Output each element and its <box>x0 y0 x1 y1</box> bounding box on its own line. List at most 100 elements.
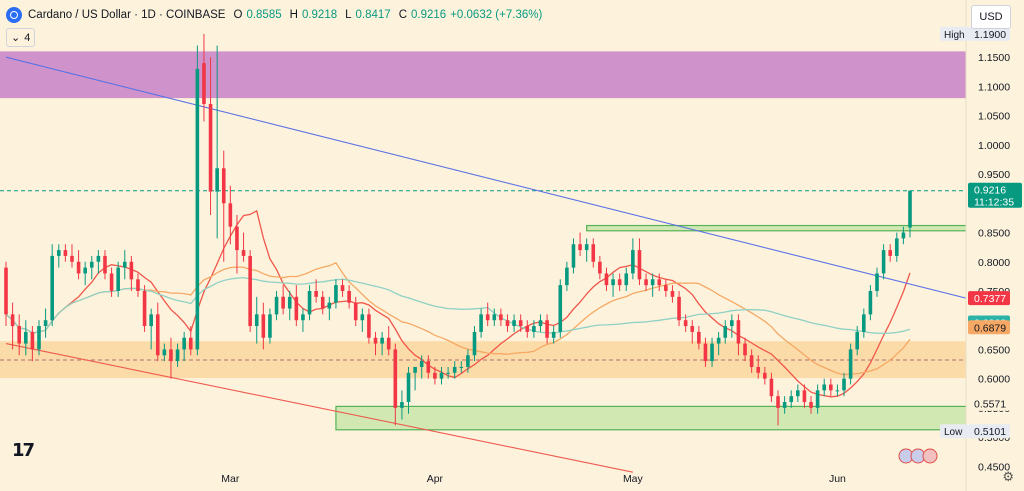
candle-body <box>505 320 510 327</box>
candle-body <box>393 349 398 408</box>
x-tick-label: Apr <box>427 473 444 485</box>
zone-green-box-top <box>586 224 1024 232</box>
candle-body <box>334 285 338 303</box>
indicator-count: 4 <box>24 31 31 44</box>
open-value: 0.8585 <box>246 9 282 21</box>
candle-body <box>769 378 774 397</box>
candle-body <box>4 267 8 315</box>
price-tag-low-value: 0.5101 <box>974 426 1006 438</box>
candle-body <box>611 279 615 286</box>
symbol-title[interactable]: Cardano / US Dollar · 1D · COINBASE <box>28 9 226 21</box>
candle-body <box>565 267 569 286</box>
candle-body <box>301 314 305 321</box>
candle-body <box>637 250 642 280</box>
candle-body <box>400 402 404 408</box>
candle-body <box>221 168 226 204</box>
candle-body <box>433 372 437 379</box>
high-label: H <box>289 9 298 21</box>
candle-body <box>703 343 708 362</box>
candle-body <box>697 331 701 344</box>
y-tick-label: 1.0000 <box>978 140 1010 152</box>
trendline-descending-red <box>5 343 633 473</box>
candle-body <box>908 190 912 228</box>
candle-body <box>241 250 246 256</box>
candle-body <box>518 320 523 327</box>
candle-body <box>571 244 576 268</box>
candle-body <box>763 372 767 379</box>
candle-body <box>406 372 411 403</box>
candle-body <box>723 326 728 338</box>
candle-body <box>881 250 886 274</box>
candle-body <box>426 361 431 373</box>
x-tick-label: Mar <box>221 473 240 485</box>
candle-body <box>215 168 219 192</box>
candle-body <box>294 296 299 321</box>
gear-icon[interactable]: ⚙ <box>1002 469 1014 484</box>
candle-body <box>195 68 200 350</box>
candle-body <box>532 326 536 332</box>
candle-body <box>228 203 233 227</box>
candle-body <box>472 331 477 356</box>
candle-body <box>710 343 714 362</box>
price-tag-high-prefix-box <box>940 26 968 41</box>
candle-body <box>855 331 860 350</box>
indicators-toggle[interactable]: ⌄ 4 <box>6 28 36 47</box>
currency-select[interactable]: USD <box>971 5 1011 29</box>
candle-body <box>89 261 94 268</box>
candle-body <box>485 314 490 321</box>
close-value: 0.9216 <box>411 9 447 21</box>
candle-body <box>677 296 681 321</box>
candle-body <box>162 349 167 356</box>
candle-body <box>109 273 114 291</box>
candle-body <box>459 366 464 368</box>
price-axis[interactable] <box>966 0 1024 491</box>
candle-body <box>512 320 516 327</box>
candle-body <box>367 314 371 338</box>
y-tick-label: 1.1000 <box>978 81 1010 93</box>
candle-body <box>631 250 635 274</box>
candle-body <box>439 372 444 379</box>
candle-body <box>347 290 351 303</box>
change-value: +0.0632 (+7.36%) <box>450 9 543 21</box>
price-tag-current-value: 0.9216 <box>974 185 1006 197</box>
candle-body <box>281 296 285 309</box>
candle-body <box>809 402 813 408</box>
moving-average-2 <box>5 276 911 334</box>
candle-body <box>380 337 384 344</box>
low-label: L <box>345 9 352 21</box>
tradingview-logo-icon: 𝟭𝟳 <box>12 440 35 460</box>
candle-body <box>895 238 899 256</box>
candle-body <box>749 355 754 367</box>
candle-body <box>56 250 61 256</box>
high-value: 0.9218 <box>301 9 338 21</box>
candle-body <box>373 337 378 344</box>
candle-body <box>235 226 239 251</box>
price-tag-high <box>968 26 1010 41</box>
candle-body <box>736 320 741 344</box>
candle-body <box>888 250 893 256</box>
candle-body <box>70 255 74 262</box>
candle-body <box>499 314 503 321</box>
candle-body <box>782 402 787 408</box>
candle-body <box>604 273 609 286</box>
candle-body <box>136 279 140 291</box>
candle-body <box>208 103 213 192</box>
candle-body <box>320 296 325 309</box>
low-value: 0.8417 <box>355 9 391 21</box>
price-tag-ma-red <box>968 291 1010 306</box>
event-icon[interactable] <box>922 448 938 464</box>
candle-body <box>17 326 21 344</box>
candle-body <box>901 232 906 239</box>
candle-body <box>492 314 497 321</box>
candle-body <box>848 349 853 379</box>
event-icons[interactable] <box>898 448 938 464</box>
candle-body <box>683 320 688 327</box>
candle-body <box>545 320 549 338</box>
candle-body <box>558 285 563 332</box>
candle-body <box>360 314 365 321</box>
moving-average-0 <box>5 209 911 398</box>
candle-body <box>142 290 147 327</box>
price-tag-mid <box>968 396 1010 411</box>
candle-body <box>175 349 180 362</box>
